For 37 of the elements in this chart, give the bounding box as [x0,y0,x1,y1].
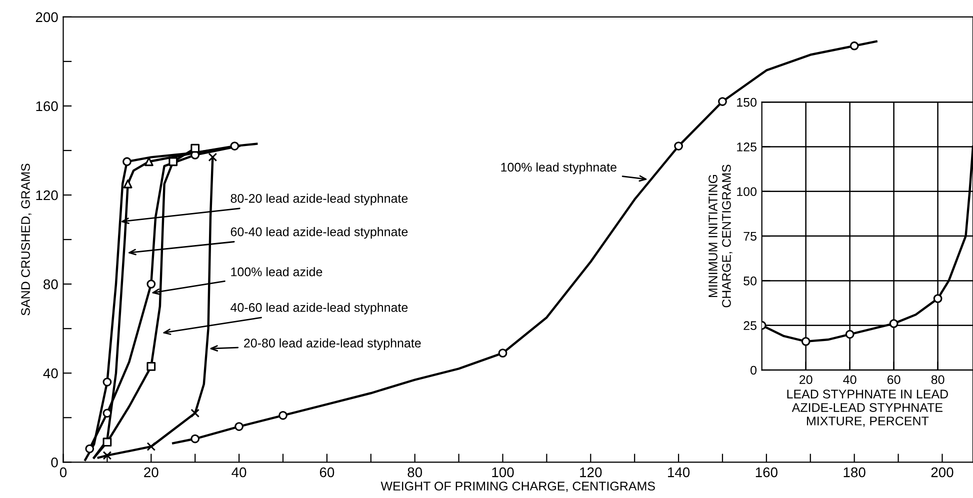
annotation: 40-60 lead azide-lead styphnate [230,302,408,314]
y-tick-label: 100 [737,187,757,196]
y-tick-label: 80 [44,279,58,290]
y-tick-label: 150 [737,98,757,107]
x-tick-label: 120 [580,467,602,478]
annotation: 60-40 lead azide-lead styphnate [230,227,408,239]
x-tick-label: 0 [60,467,67,478]
x-tick-label: 140 [668,467,690,478]
x-tick-label: 160 [756,467,778,478]
y-tick-label: 25 [744,321,756,330]
x-tick-label: 80 [931,375,944,384]
y-tick-label: 120 [36,190,58,200]
x-axis-title: LEAD STYPHNATE IN LEAD AZIDE-LEAD STYPHNATE MIXTURE, PERCENT [787,390,948,427]
x-tick-label: 20 [144,467,158,478]
y-tick-label: 125 [737,142,756,152]
annotation: 100% lead azide [231,267,322,276]
y-tick-label: 0 [750,366,757,375]
x-tick-label: 180 [844,467,866,478]
x-tick-label: 80 [408,467,422,478]
y-tick-label: 50 [744,276,757,286]
y-axis-title: SAND CRUSHED, GRAMS [21,164,32,316]
x-tick-label: 200 [931,467,954,478]
y-axis-title: MINIMUM INITIATING CHARGE, CENTIGRAMS [708,164,732,308]
annotation: 80-20 lead azide-lead styphnate [230,194,408,206]
x-tick-label: 40 [232,467,246,478]
x-axis-title: WEIGHT OF PRIMING CHARGE, CENTIGRAMS [380,482,655,492]
annotation: 20-80 lead azide-lead styphnate [244,338,421,350]
x-tick-label: 40 [843,375,856,384]
x-tick-label: 100 [492,467,514,478]
y-tick-label: 160 [36,101,58,112]
y-tick-label: 75 [744,232,756,241]
y-tick-label: 0 [51,457,58,468]
y-tick-label: 200 [36,12,58,22]
x-tick-label: 60 [888,375,900,384]
x-tick-label: 60 [320,467,334,478]
x-tick-label: 20 [800,375,812,384]
annotation: 100% lead styphnate [501,162,616,174]
